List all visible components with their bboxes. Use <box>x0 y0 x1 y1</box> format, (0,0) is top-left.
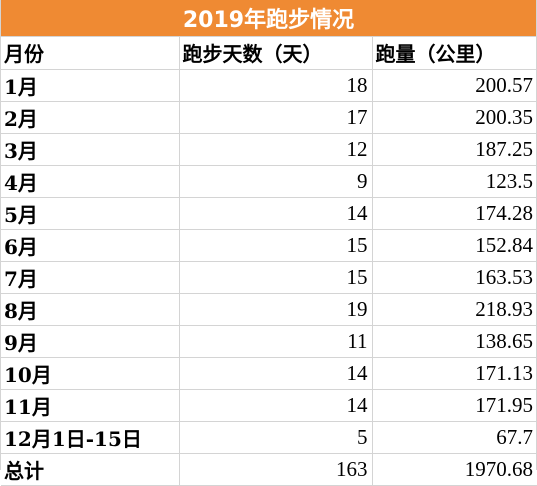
header-days[interactable]: 跑步天数（天） <box>179 37 373 70</box>
running-table: 月份 跑步天数（天） 跑量（公里） 1月 18 200.57 2月 17 200… <box>1 37 537 486</box>
table-row: 6月 15 152.84 <box>1 229 537 262</box>
month-cell[interactable]: 6月 <box>1 229 180 262</box>
table-row: 12月1日-15日 5 67.7 <box>1 421 537 454</box>
month-cell[interactable]: 7月 <box>1 261 180 294</box>
distance-cell[interactable]: 200.35 <box>372 101 537 134</box>
total-days-cell[interactable]: 163 <box>179 453 373 486</box>
distance-cell[interactable]: 187.25 <box>372 133 537 166</box>
distance-cell[interactable]: 171.95 <box>372 389 537 422</box>
distance-cell[interactable]: 163.53 <box>372 261 537 294</box>
table-title: 2019年跑步情况 <box>1 0 536 37</box>
month-cell[interactable]: 10月 <box>1 357 180 390</box>
table-row: 1月 18 200.57 <box>1 69 537 102</box>
table-row: 3月 12 187.25 <box>1 133 537 166</box>
table-row: 7月 15 163.53 <box>1 261 537 294</box>
table-row: 9月 11 138.65 <box>1 325 537 358</box>
distance-cell[interactable]: 67.7 <box>372 421 537 454</box>
days-cell[interactable]: 11 <box>179 325 373 358</box>
days-cell[interactable]: 19 <box>179 293 373 326</box>
table-row: 10月 14 171.13 <box>1 357 537 390</box>
total-distance-cell[interactable]: 1970.68 <box>372 453 537 486</box>
month-cell[interactable]: 1月 <box>1 69 180 102</box>
distance-cell[interactable]: 218.93 <box>372 293 537 326</box>
distance-cell[interactable]: 200.57 <box>372 69 537 102</box>
days-cell[interactable]: 18 <box>179 69 373 102</box>
days-cell[interactable]: 14 <box>179 389 373 422</box>
month-cell[interactable]: 12月1日-15日 <box>1 421 180 454</box>
distance-cell[interactable]: 174.28 <box>372 197 537 230</box>
distance-cell[interactable]: 171.13 <box>372 357 537 390</box>
header-row: 月份 跑步天数（天） 跑量（公里） <box>1 37 537 70</box>
distance-cell[interactable]: 123.5 <box>372 165 537 198</box>
days-cell[interactable]: 9 <box>179 165 373 198</box>
distance-cell[interactable]: 138.65 <box>372 325 537 358</box>
month-cell[interactable]: 11月 <box>1 389 180 422</box>
days-cell[interactable]: 17 <box>179 101 373 134</box>
days-cell[interactable]: 15 <box>179 261 373 294</box>
days-cell[interactable]: 14 <box>179 197 373 230</box>
total-row: 总计 163 1970.68 <box>1 453 537 486</box>
month-cell[interactable]: 2月 <box>1 101 180 134</box>
table-row: 11月 14 171.95 <box>1 389 537 422</box>
header-distance[interactable]: 跑量（公里） <box>372 37 537 70</box>
days-cell[interactable]: 14 <box>179 357 373 390</box>
month-cell[interactable]: 5月 <box>1 197 180 230</box>
table-row: 5月 14 174.28 <box>1 197 537 230</box>
month-cell[interactable]: 9月 <box>1 325 180 358</box>
header-month[interactable]: 月份 <box>1 37 180 70</box>
month-cell[interactable]: 4月 <box>1 165 180 198</box>
distance-cell[interactable]: 152.84 <box>372 229 537 262</box>
table-row: 4月 9 123.5 <box>1 165 537 198</box>
days-cell[interactable]: 12 <box>179 133 373 166</box>
month-cell[interactable]: 8月 <box>1 293 180 326</box>
table-row: 8月 19 218.93 <box>1 293 537 326</box>
days-cell[interactable]: 15 <box>179 229 373 262</box>
month-cell[interactable]: 3月 <box>1 133 180 166</box>
total-label-cell[interactable]: 总计 <box>1 453 180 486</box>
days-cell[interactable]: 5 <box>179 421 373 454</box>
table-row: 2月 17 200.35 <box>1 101 537 134</box>
